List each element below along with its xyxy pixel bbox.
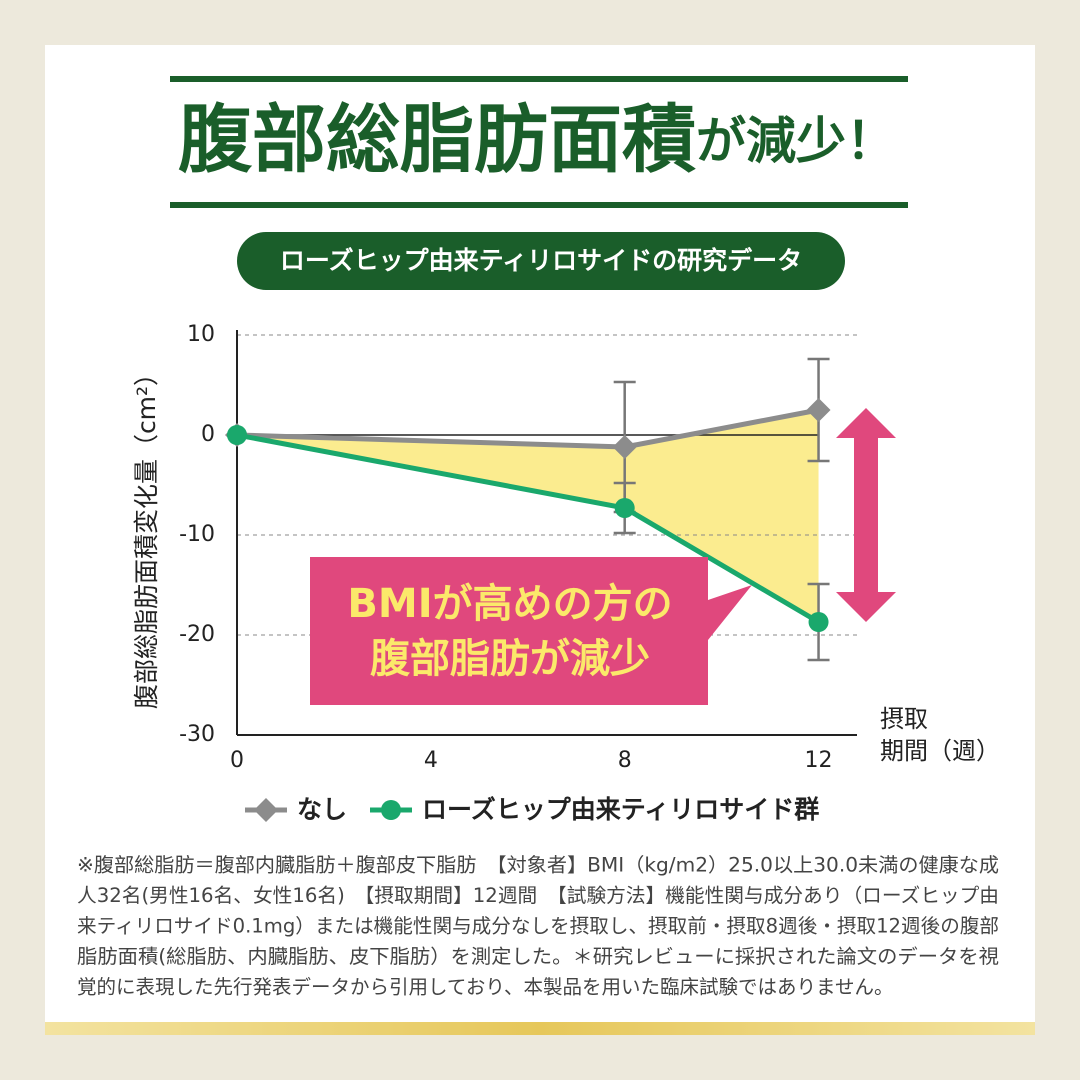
y-tick-label: -30 xyxy=(179,722,215,747)
title: 腹部総脂肪面積が減少！ xyxy=(178,97,896,183)
y-axis-label: 腹部総脂肪面積変化量（cm²） xyxy=(132,361,161,709)
legend-label: なし xyxy=(297,795,347,824)
y-tick-label: 0 xyxy=(201,422,215,447)
y-tick-label: 10 xyxy=(187,322,215,347)
difference-area xyxy=(237,410,819,622)
legend-label: ローズヒップ由来ティリロサイド群 xyxy=(422,795,819,824)
point xyxy=(612,435,637,459)
badge xyxy=(237,232,845,290)
x-axis-label: 摂取 xyxy=(880,705,928,733)
x-axis-label: 期間（週） xyxy=(880,737,1000,765)
point xyxy=(808,612,829,632)
point xyxy=(614,498,635,518)
footnote-line: 人32名(男性16名、女性16名) 【摂取期間】12週間 【試験方法】機能性関与… xyxy=(77,884,999,907)
x-tick-label: 12 xyxy=(805,748,833,773)
callout xyxy=(310,557,752,705)
point xyxy=(227,425,247,445)
title-suffix: が減少！ xyxy=(696,112,896,170)
footnote: ※腹部総脂肪＝腹部内臓脂肪＋腹部皮下脂肪 【対象者】BMI（kg/m2）25.0… xyxy=(77,854,999,999)
title-main: 腹部総脂肪面積 xyxy=(178,97,696,183)
callout-text: 腹部脂肪が減少 xyxy=(370,636,650,682)
y-tick-label: -10 xyxy=(179,522,215,547)
y-tick-label: -20 xyxy=(179,622,215,647)
legend-marker xyxy=(381,800,401,820)
x-tick-label: 0 xyxy=(230,748,244,773)
title-rule xyxy=(170,76,908,82)
gold-band xyxy=(45,1022,1035,1035)
footnote-line: 来ティリロサイド0.1mg）または機能性関与成分なしを摂取し、摂取前・摂取8週後… xyxy=(77,915,999,938)
x-tick-label: 8 xyxy=(618,748,632,773)
footnote-line: 脂肪面積(総脂肪、内臓脂肪、皮下脂肪）を測定した。＊研究レビューに採択された論文… xyxy=(77,945,999,968)
legend-marker xyxy=(254,798,278,822)
title-rule xyxy=(170,202,908,208)
x-tick-label: 4 xyxy=(424,748,438,773)
badge-text: ローズヒップ由来ティリロサイドの研究データ xyxy=(280,246,802,275)
highlight-arrow xyxy=(836,408,896,622)
footnote-line: ※腹部総脂肪＝腹部内臓脂肪＋腹部皮下脂肪 【対象者】BMI（kg/m2）25.0… xyxy=(77,854,999,877)
footnote-line: 覚的に表現した先行発表データから引用しており、本製品を用いた臨床試験ではありませ… xyxy=(77,976,893,999)
plot: 10 0 -10 -20 -30 0 4 8 12 摂取期間（週） 腹部総脂肪面積変化量（cm²） B… xyxy=(132,322,1000,824)
callout-text: BMIが高めの方の xyxy=(347,581,672,627)
point xyxy=(806,398,831,422)
